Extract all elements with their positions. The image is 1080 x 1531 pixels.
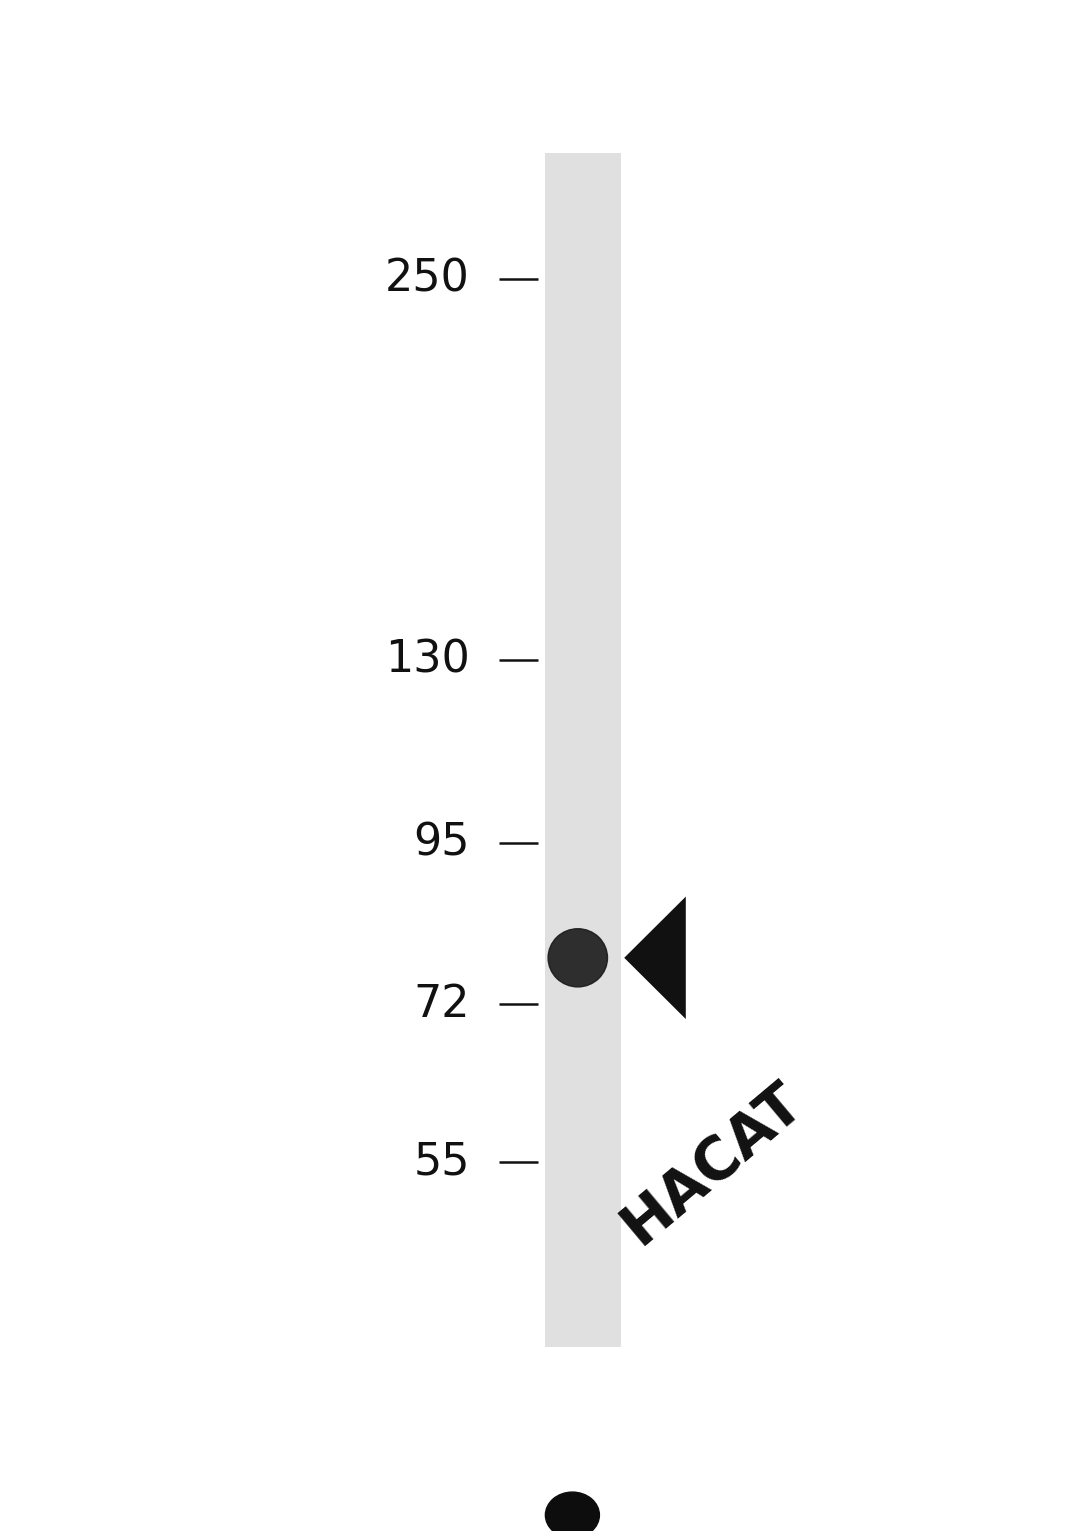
Text: 72: 72 bbox=[414, 983, 470, 1026]
Bar bbox=[545, 153, 621, 1347]
Text: HACAT: HACAT bbox=[611, 1072, 814, 1255]
Ellipse shape bbox=[549, 929, 608, 987]
Text: 130: 130 bbox=[384, 638, 470, 681]
Polygon shape bbox=[624, 897, 686, 1020]
Text: 95: 95 bbox=[414, 821, 470, 865]
Text: 55: 55 bbox=[414, 1141, 470, 1183]
Ellipse shape bbox=[545, 1493, 599, 1531]
Text: 250: 250 bbox=[384, 257, 470, 300]
